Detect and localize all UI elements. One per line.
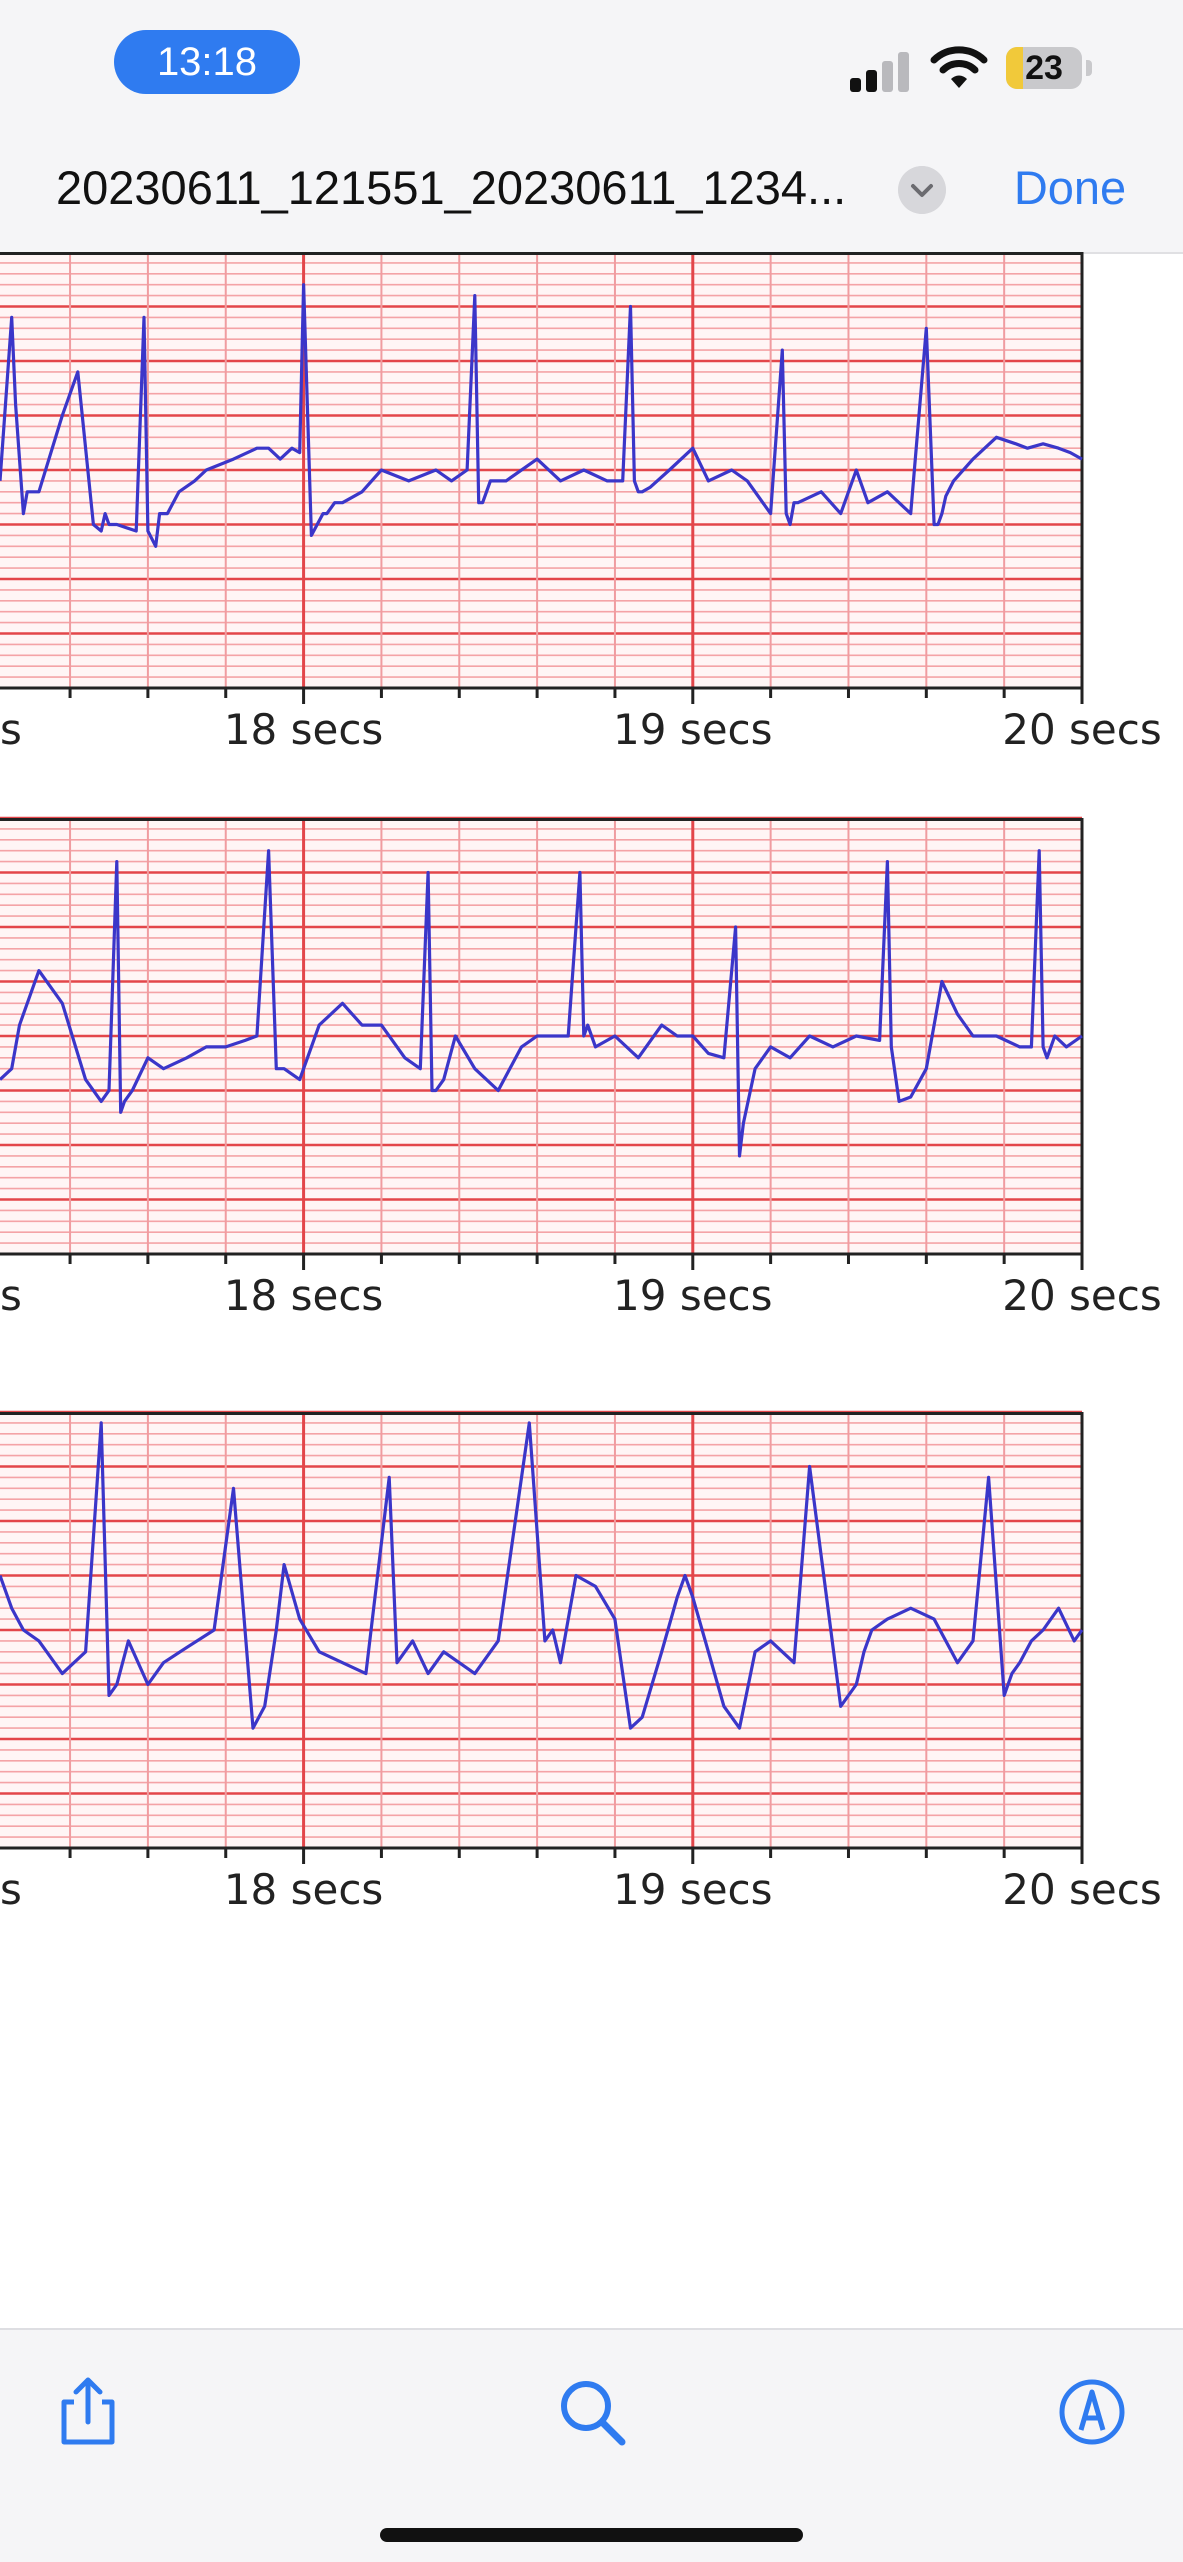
nav-bar: 20230611_121551_20230611_1234... Done — [0, 124, 1183, 254]
x-tick-label: s — [0, 1865, 22, 1914]
x-tick-label: 20 secs — [1002, 705, 1162, 754]
signal-bar — [882, 61, 893, 92]
wifi-icon — [930, 46, 988, 88]
markup-icon[interactable] — [1052, 2372, 1132, 2452]
x-tick-label: 19 secs — [613, 705, 773, 754]
ecg-trace — [0, 283, 1083, 548]
status-bar: 13:18 23 — [0, 0, 1183, 124]
bottom-toolbar — [0, 2328, 1183, 2562]
home-indicator — [380, 2528, 803, 2542]
share-icon[interactable] — [48, 2372, 128, 2452]
cellular-signal-icon — [850, 50, 912, 92]
status-time[interactable]: 13:18 — [114, 30, 300, 94]
battery-cap — [1086, 60, 1092, 76]
x-tick-label: s — [0, 1271, 22, 1320]
signal-bar — [850, 78, 861, 92]
ecg-charts: s 18 secs 19 secs 20 secs s 18 secs 19 secs 20 … — [0, 252, 1162, 1914]
ecg-trace — [0, 849, 1083, 1158]
x-tick-label: 20 secs — [1002, 1271, 1162, 1320]
x-tick-label: 19 secs — [613, 1865, 773, 1914]
x-tick-label: 19 secs — [613, 1271, 773, 1320]
chevron-down-icon[interactable] — [898, 166, 946, 214]
signal-bar — [898, 52, 909, 92]
x-tick-label: 20 secs — [1002, 1865, 1162, 1914]
x-tick-label: s — [0, 705, 22, 754]
done-button[interactable]: Done — [1013, 161, 1127, 214]
battery-icon: 23 — [1006, 47, 1082, 89]
battery-level-fill — [1006, 47, 1024, 89]
battery-level: 23 — [1025, 49, 1063, 87]
x-tick-label: 18 secs — [224, 1865, 384, 1914]
document-title[interactable]: 20230611_121551_20230611_1234... — [56, 161, 847, 214]
ecg-trace — [0, 1421, 1084, 1730]
signal-bar — [866, 70, 877, 92]
x-tick-label: 18 secs — [224, 705, 384, 754]
search-icon[interactable] — [552, 2372, 632, 2452]
ecg-document-content[interactable]: s 18 secs 19 secs 20 secs s 18 secs 19 secs 20 … — [0, 252, 1183, 1980]
x-tick-label: 18 secs — [224, 1271, 384, 1320]
